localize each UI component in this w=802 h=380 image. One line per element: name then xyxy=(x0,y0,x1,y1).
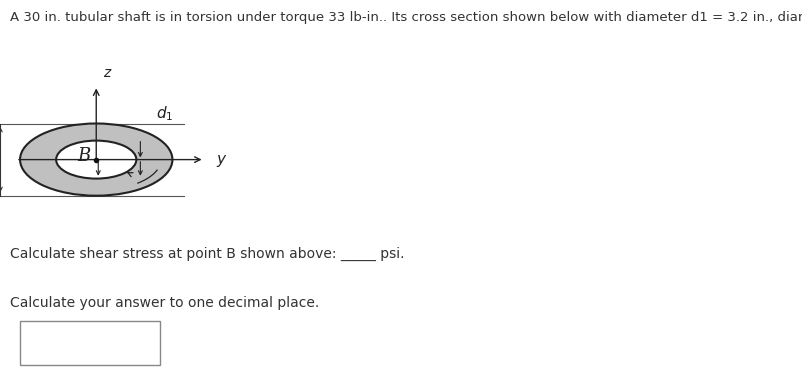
Circle shape xyxy=(56,141,136,179)
Text: Calculate your answer to one decimal place.: Calculate your answer to one decimal pla… xyxy=(10,296,319,310)
Text: Calculate shear stress at point B shown above: _____ psi.: Calculate shear stress at point B shown … xyxy=(10,247,404,261)
Text: A 30 in. tubular shaft is in torsion under torque 33 lb-in.. Its cross section s: A 30 in. tubular shaft is in torsion und… xyxy=(10,11,802,24)
Circle shape xyxy=(20,124,172,196)
Text: y: y xyxy=(217,152,225,167)
Text: B: B xyxy=(78,147,91,165)
Bar xyxy=(20,321,160,365)
Text: z: z xyxy=(103,66,110,80)
Text: $d_1$: $d_1$ xyxy=(156,105,173,124)
